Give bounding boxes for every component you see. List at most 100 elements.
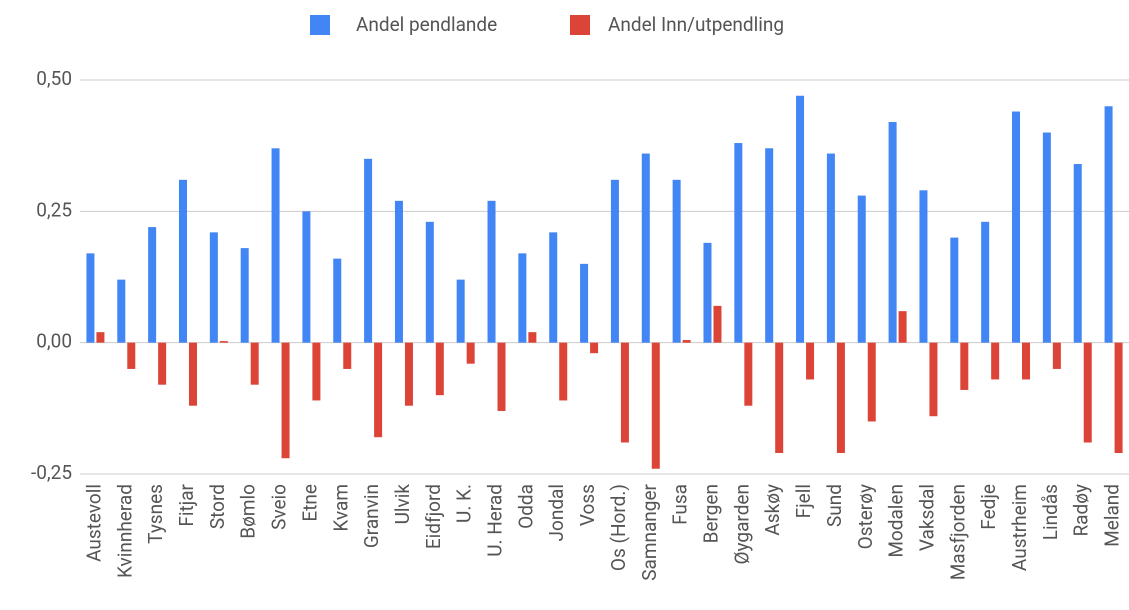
- bar: [1073, 164, 1082, 343]
- x-tick-label: Stord: [206, 484, 229, 529]
- bar: [641, 153, 650, 343]
- bar: [950, 237, 959, 343]
- bar: [682, 340, 691, 343]
- bar: [713, 305, 722, 343]
- bar: [219, 341, 228, 343]
- x-tick-label: Vaksdal: [915, 484, 938, 551]
- bar: [775, 342, 784, 453]
- bar: [487, 200, 496, 343]
- bar: [528, 332, 537, 343]
- bar: [744, 342, 753, 406]
- bar: [96, 332, 105, 343]
- x-tick-label: Austevoll: [82, 484, 105, 562]
- x-tick-label: Lindås: [1039, 484, 1062, 540]
- y-tick-label: 0,25: [36, 198, 72, 221]
- bar: [651, 342, 660, 469]
- x-tick-label: Øygarden: [730, 484, 753, 565]
- bar: [1022, 342, 1031, 380]
- bar: [209, 232, 218, 343]
- x-tick-label: Masfjorden: [946, 484, 969, 580]
- x-tick-label: Fitjar: [175, 483, 198, 526]
- x-tick-label: Jondal: [545, 484, 568, 541]
- x-tick-label: Askøy: [761, 484, 784, 536]
- bar: [1104, 106, 1113, 343]
- bar: [188, 342, 197, 406]
- bar: [929, 342, 938, 417]
- bar: [1114, 342, 1123, 453]
- bar: [806, 342, 815, 380]
- bar: [867, 342, 876, 422]
- x-tick-label: Sund: [823, 484, 846, 527]
- bar: [281, 342, 290, 459]
- bar: [148, 227, 157, 343]
- bar: [1083, 342, 1092, 443]
- x-tick-label: Tysnes: [144, 484, 167, 544]
- x-tick-label: Bømlo: [237, 484, 260, 539]
- bar: [960, 342, 969, 390]
- bar: [404, 342, 413, 406]
- bar: [518, 253, 527, 343]
- bar: [312, 342, 321, 401]
- bar: [343, 342, 352, 369]
- bar: [240, 248, 249, 343]
- bar: [158, 342, 167, 385]
- bar: [610, 179, 619, 343]
- legend-swatch: [310, 15, 330, 35]
- x-tick-label: Odda: [514, 484, 537, 529]
- bar: [86, 253, 95, 343]
- legend-label: Andel Inn/utpendling: [608, 13, 784, 36]
- x-tick-label: Bergen: [700, 484, 723, 543]
- y-tick-label: 0,50: [36, 67, 72, 90]
- bar: [250, 342, 259, 385]
- x-tick-label: Samnanger: [638, 483, 661, 580]
- bar: [497, 342, 506, 411]
- x-tick-label: U. Herad: [484, 484, 507, 557]
- bar: [394, 200, 403, 343]
- x-tick-label: Modalen: [885, 484, 908, 558]
- x-tick-label: Fedje: [977, 484, 1000, 530]
- bar: [590, 342, 599, 354]
- bar: [271, 148, 280, 343]
- x-tick-label: Voss: [576, 484, 599, 526]
- x-tick-label: Kvinnherad: [113, 484, 136, 578]
- x-tick-label: Austrheim: [1008, 484, 1031, 571]
- x-tick-label: Fusa: [669, 484, 692, 525]
- bar: [1012, 111, 1021, 343]
- bar: [466, 342, 475, 364]
- bar: [991, 342, 1000, 380]
- x-tick-label: Meland: [1101, 484, 1124, 547]
- bar: [981, 221, 990, 343]
- bar: [672, 179, 681, 343]
- bar: [826, 153, 835, 343]
- bar: [374, 342, 383, 438]
- x-tick-label: Radøy: [1070, 484, 1093, 537]
- bar: [888, 122, 897, 343]
- x-tick-label: Sveio: [268, 484, 291, 530]
- bar: [549, 232, 558, 343]
- bar: [435, 342, 444, 396]
- bar: [734, 143, 743, 343]
- bar: [559, 342, 568, 401]
- x-tick-label: Ulvik: [391, 484, 414, 525]
- x-tick-label: Osterøy: [854, 484, 877, 549]
- y-tick-label: -0,25: [31, 461, 72, 484]
- bar: [580, 263, 589, 343]
- bar: [857, 195, 866, 343]
- bar: [919, 190, 928, 343]
- x-tick-label: Fjell: [792, 484, 815, 518]
- x-tick-label: U. K.: [453, 484, 476, 523]
- x-tick-label: Etne: [298, 484, 321, 522]
- legend-label: Andel pendlande: [356, 13, 497, 36]
- bar: [1042, 132, 1051, 343]
- bar: [302, 211, 311, 343]
- bar: [836, 342, 845, 453]
- bar: [127, 342, 136, 369]
- bar: [796, 95, 805, 343]
- x-tick-label: Granvin: [360, 484, 383, 548]
- x-tick-label: Kvam: [329, 484, 352, 532]
- bar: [333, 258, 342, 343]
- x-tick-label: Eidfjord: [422, 484, 445, 549]
- bar: [620, 342, 629, 443]
- y-tick-label: 0,00: [36, 330, 72, 353]
